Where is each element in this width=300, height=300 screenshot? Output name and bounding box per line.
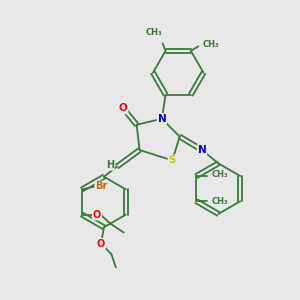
Text: Br: Br (95, 182, 107, 191)
Text: O: O (97, 238, 105, 249)
Text: CH₃: CH₃ (211, 197, 228, 206)
Text: N: N (158, 114, 166, 124)
Text: CH₃: CH₃ (146, 28, 162, 38)
Text: O: O (93, 210, 101, 220)
Text: CH₃: CH₃ (211, 170, 228, 179)
Text: CH₃: CH₃ (203, 40, 219, 50)
Text: N: N (198, 145, 206, 155)
Text: S: S (169, 155, 176, 165)
Text: H: H (106, 160, 114, 170)
Text: O: O (119, 103, 128, 113)
